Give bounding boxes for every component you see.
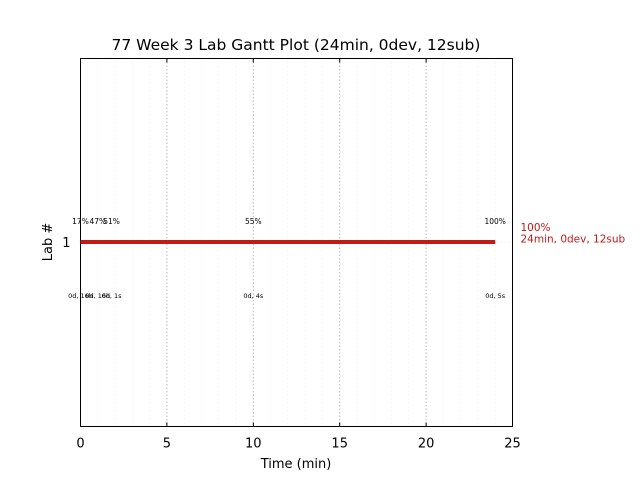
x-axis-ticks: 0 5 10 15 20 25 [76, 58, 521, 452]
bar-end-percent: 100% [521, 222, 551, 234]
x-tick-label: 0 [76, 437, 84, 452]
x-tick-label: 20 [418, 437, 435, 452]
x-axis-label: Time (min) [260, 457, 332, 472]
annotation-duration: 0d, 4s [243, 292, 264, 300]
y-axis-label: Lab # [41, 223, 56, 262]
y-tick-label: 1 [62, 236, 70, 251]
annotation-percent: 100% [484, 217, 505, 226]
annotation-duration: 0d, 16h [68, 292, 93, 300]
x-tick-label: 10 [245, 437, 262, 452]
annotation-duration: 0d, 1s [102, 292, 123, 300]
bar-end-summary: 24min, 0dev, 12sub [521, 234, 626, 246]
annotation-percent: 55% [245, 217, 262, 226]
x-tick-label: 25 [504, 437, 521, 452]
chart-title: 77 Week 3 Lab Gantt Plot (24min, 0dev, 1… [112, 36, 481, 54]
annotation-duration: 0d, 16h [85, 292, 110, 300]
x-tick-label: 15 [331, 437, 348, 452]
annotation-percent: 47% [89, 217, 106, 226]
annotation-percent: 51% [103, 217, 120, 226]
annotations: 17% 0d, 16h 47% 0d, 16h 51% 0d, 1s 55% 0d, 4s 10… [68, 217, 506, 300]
x-tick-label: 5 [163, 437, 171, 452]
annotation-percent: 17% [72, 217, 89, 226]
annotation-duration: 0d, 5s [485, 292, 506, 300]
bars: 100%24min, 0dev, 12sub [80, 222, 626, 246]
